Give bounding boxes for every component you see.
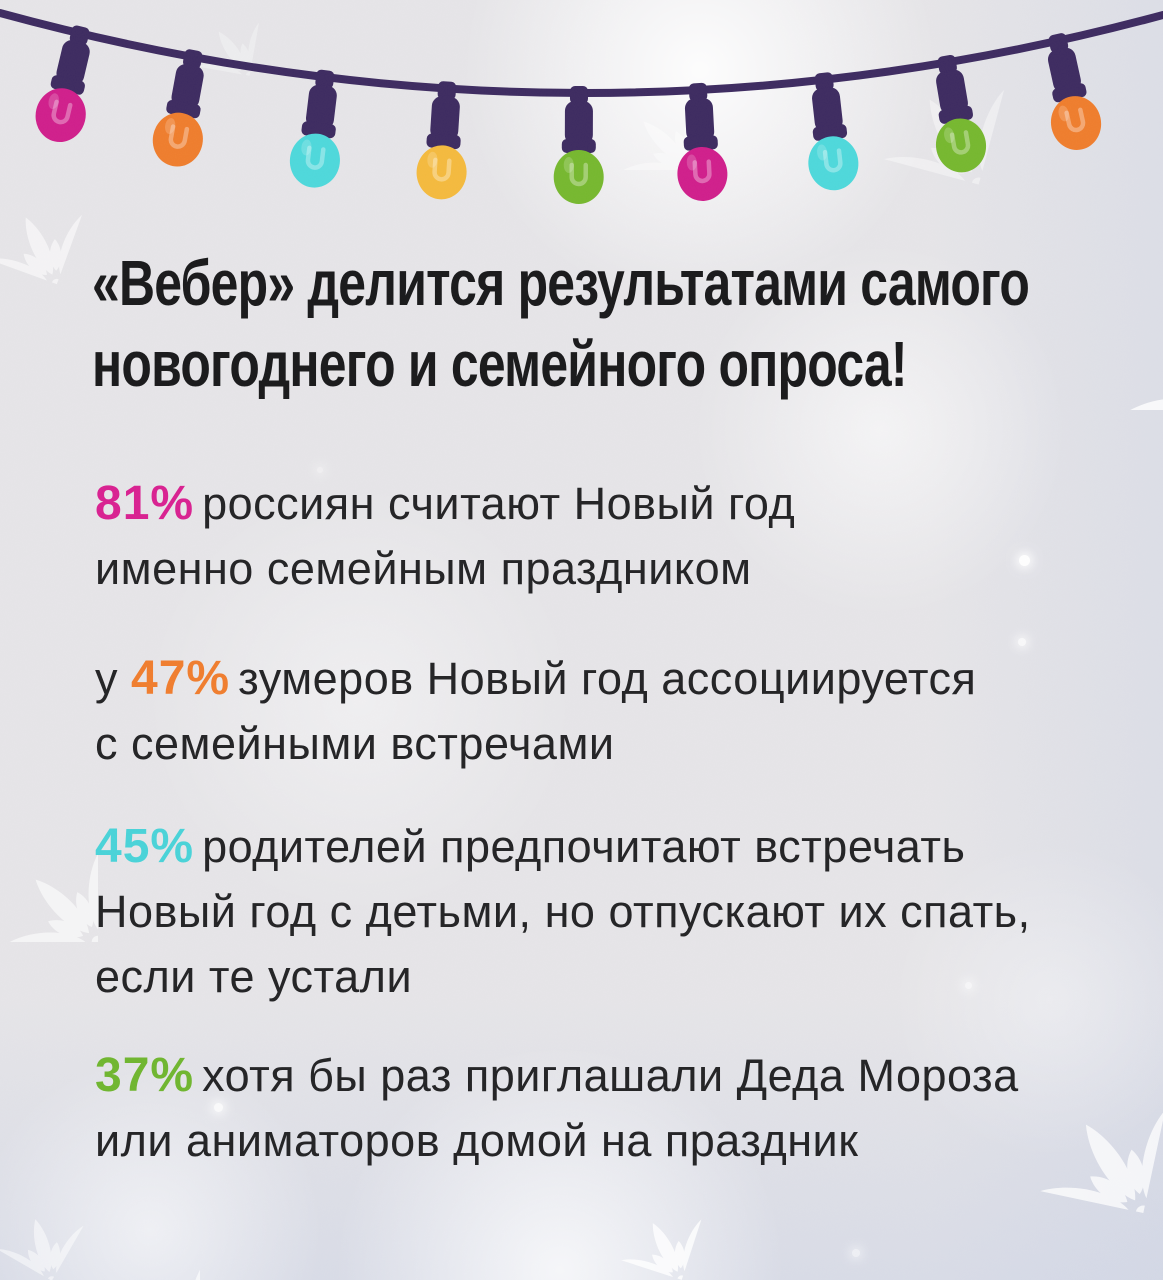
light-bulb-icon <box>808 72 859 191</box>
stat-text: хотя бы раз приглашали Деда Мороза <box>202 1050 1019 1101</box>
light-bulb-icon <box>553 85 604 204</box>
bulb-highlight <box>563 156 574 173</box>
bulb-glass <box>808 136 859 191</box>
stat-text: родителей предпочитают встречать <box>202 821 966 872</box>
sparkle-icon <box>852 1249 860 1257</box>
stat-text: зумеров Новый год ассоциируется <box>238 653 977 704</box>
bulb-glass <box>553 149 604 204</box>
stat-line: именно семейным праздником <box>95 543 752 594</box>
stat-percent: 81% <box>95 477 195 530</box>
stat-item: у 47% зумеров Новый год ассоциируется с се… <box>95 646 976 776</box>
stat-percent: 37% <box>95 1049 195 1102</box>
stat-line: если те устали <box>95 951 413 1002</box>
garland-lights <box>0 9 1163 204</box>
stat-line: с семейными встречами <box>95 718 615 769</box>
stat-item: 81% россиян считают Новый год именно семей… <box>95 471 795 601</box>
bulb-cap <box>564 100 593 146</box>
stat-line: 81% россиян считают Новый год <box>95 471 795 536</box>
page-title-line1: «Вебер» делится результатами самого <box>92 247 1030 319</box>
page-title: «Вебер» делится результатами самого ново… <box>92 243 1030 405</box>
page-title-line2: новогоднего и семейного опроса! <box>92 328 908 400</box>
stat-item: 45% родителей предпочитают встречать Новый… <box>95 814 1031 1009</box>
snowflake-icon <box>1056 1166 1163 1280</box>
light-bulb-icon <box>289 69 340 188</box>
bulb-glass <box>935 118 987 173</box>
light-bulb-icon <box>416 81 467 200</box>
stat-line: Новый год с детьми, но отпускают их спат… <box>95 886 1031 937</box>
stat-percent: 45% <box>95 820 195 873</box>
stat-item: 37% хотя бы раз приглашали Деда Мороза или… <box>95 1043 1019 1173</box>
sparkle-icon <box>1018 554 1030 566</box>
light-bulb-icon <box>935 54 987 173</box>
snowflake-icon <box>0 762 98 942</box>
sparkle-icon <box>1018 638 1026 646</box>
stat-prefix: у <box>95 653 132 704</box>
stat-line: 45% родителей предпочитают встречать <box>95 814 1031 879</box>
stat-line: 37% хотя бы раз приглашали Деда Мороза <box>95 1043 1019 1108</box>
bulb-glass <box>289 133 340 188</box>
snowflake-icon <box>20 1178 200 1280</box>
bulb-glass <box>152 112 203 167</box>
stat-percent: 47% <box>131 652 231 705</box>
stat-line: у 47% зумеров Новый год ассоциируется <box>95 646 976 711</box>
stat-line: или аниматоров домой на праздник <box>95 1115 859 1166</box>
stat-text: россиян считают Новый год <box>202 478 796 529</box>
bulb-glass <box>677 146 728 201</box>
light-bulb-icon <box>152 49 204 167</box>
bulb-glass <box>416 145 467 200</box>
light-bulb-icon <box>677 82 728 201</box>
